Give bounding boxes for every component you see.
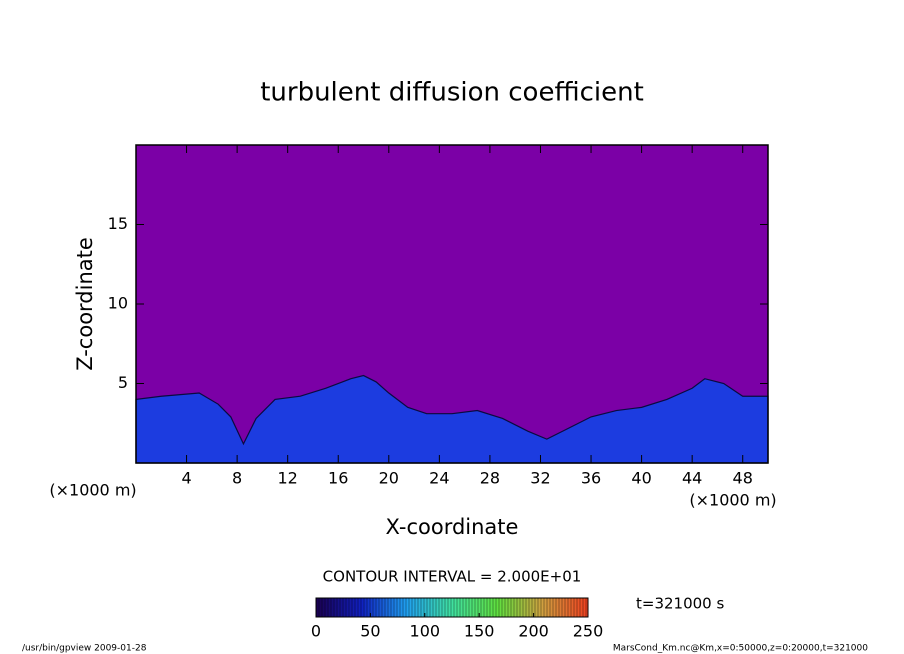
footer-left: /usr/bin/gpview 2009-01-28 xyxy=(22,644,147,654)
x-tick-label: 32 xyxy=(530,469,550,488)
colorbar-tick-label: 200 xyxy=(518,622,549,641)
x-tick-label: 12 xyxy=(278,469,298,488)
y-unit: (×1000 m) xyxy=(49,481,136,500)
y-tick-label: 10 xyxy=(108,294,128,313)
x-tick-label: 4 xyxy=(181,469,191,488)
footer-right: MarsCond_Km.nc@Km,x=0:50000,z=0:20000,t=… xyxy=(613,644,868,654)
x-tick-label: 24 xyxy=(429,469,449,488)
x-tick-label: 8 xyxy=(232,469,242,488)
x-tick-label: 48 xyxy=(733,469,753,488)
chart-title: turbulent diffusion coefficient xyxy=(260,78,644,108)
colorbar-tick-label: 0 xyxy=(311,622,321,641)
x-tick-label: 40 xyxy=(631,469,651,488)
y-tick-label: 5 xyxy=(118,373,128,392)
contour-interval: CONTOUR INTERVAL = 2.000E+01 xyxy=(323,568,582,586)
colorbar-tick-label: 50 xyxy=(360,622,380,641)
x-tick-label: 28 xyxy=(480,469,500,488)
colorbar-tick-label: 250 xyxy=(573,622,604,641)
y-axis-label: Z-coordinate xyxy=(73,237,97,371)
x-tick-label: 36 xyxy=(581,469,601,488)
x-axis-label: X-coordinate xyxy=(386,515,519,539)
x-tick-label: 16 xyxy=(328,469,348,488)
colorbar xyxy=(315,597,589,618)
colorbar-tick-label: 100 xyxy=(410,622,441,641)
colorbar-tick-label: 150 xyxy=(464,622,495,641)
y-tick-label: 15 xyxy=(108,214,128,233)
turbulent-layer xyxy=(135,374,769,464)
x-unit: (×1000 m) xyxy=(689,491,776,510)
x-tick-label: 20 xyxy=(379,469,399,488)
time-label: t=321000 s xyxy=(636,595,724,613)
x-tick-label: 44 xyxy=(682,469,702,488)
